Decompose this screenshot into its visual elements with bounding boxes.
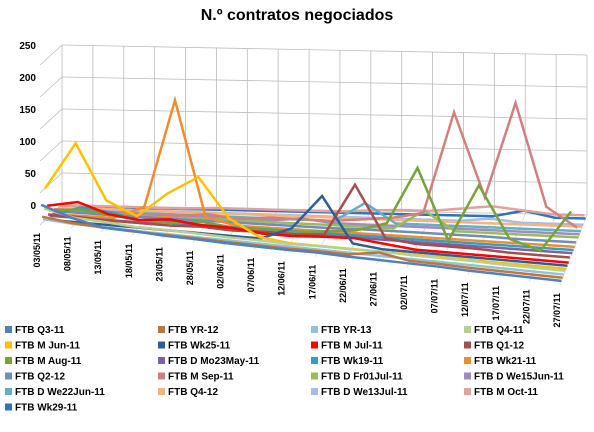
legend-swatch [158,357,165,364]
legend-swatch [464,357,471,364]
legend-label: FTB M Jun-11 [15,341,80,352]
x-tick-label: 23/05/11 [154,247,164,282]
legend-swatch [158,388,165,395]
grid-line [61,44,588,56]
legend-label: FTB M Aug-11 [15,356,82,367]
legend-label: FTB M Sep-11 [168,372,234,383]
legend-swatch [464,372,471,380]
series-line [52,210,577,244]
legend-label: FTB Q2-12 [15,372,65,383]
x-tick-label: 07/07/11 [430,279,440,314]
legend-swatch [5,326,12,333]
legend-swatch [311,388,318,395]
x-tick-label: 02/07/11 [399,275,409,310]
y-tick-label: 150 [19,105,36,116]
series-line [43,207,566,273]
legend-swatch [311,357,318,364]
series-line [40,203,562,283]
legend-label: FTB Q1-12 [474,341,524,352]
legend-label: FTB M Oct-11 [474,387,538,398]
legend-swatch [5,341,12,349]
legend-swatch [158,341,165,349]
y-tick-label: 100 [19,137,36,148]
legend-label: FTB Wk19-11 [321,356,384,367]
grid-line [39,44,63,66]
grid-line [61,172,588,184]
grid-line [61,108,588,120]
legend-label: FTB D Fr01Jul-11 [321,372,403,383]
chart-title: N.º contratos negociados [201,7,394,24]
legend-swatch [311,341,318,349]
x-tick-label: 07/06/11 [246,258,256,293]
legend-label: FTB D We15Jun-11 [474,372,564,383]
grid-line [61,76,588,88]
x-tick-label: 18/05/11 [124,244,134,279]
legend-label: FTB YR-13 [321,325,372,336]
x-tick-label: 03/05/11 [32,233,42,268]
x-tick-label: 17/06/11 [307,265,317,300]
x-tick-label: 22/07/11 [521,289,531,324]
legend-swatch [158,326,165,333]
legend-swatch [5,403,12,411]
legend-swatch [5,357,12,364]
grid-line [39,172,63,194]
legend-swatch [464,326,471,333]
legend-swatch [5,372,12,380]
legend-label: FTB Q3-11 [15,325,65,336]
legend-label: FTB Wk29-11 [15,403,78,414]
legend-swatch [464,341,471,349]
y-tick-label: 200 [19,73,36,84]
x-tick-label: 27/07/11 [552,293,562,328]
legend-swatch [311,326,318,333]
y-tick-label: 250 [19,41,36,52]
x-tick-label: 22/06/11 [338,268,348,303]
grid-line [39,76,63,98]
x-tick-label: 27/06/11 [368,272,378,307]
x-tick-label: 28/05/11 [185,251,195,286]
y-tick-label: 50 [25,169,37,180]
y-tick-label: 0 [30,201,36,212]
legend-label: FTB Q4-11 [474,325,524,336]
legend-label: FTB YR-12 [168,325,219,336]
x-tick-label: 08/05/11 [63,237,73,272]
grid-line [39,140,63,162]
series-line [46,200,569,264]
legend-label: FTB D Mo23May-11 [168,356,260,367]
series-line [47,182,570,259]
legend-label: FTB Q4-12 [168,387,218,398]
legend-label: FTB Wk21-11 [474,356,537,367]
legend-swatch [158,372,165,380]
legend-label: FTB Wk25-11 [168,341,231,352]
x-tick-label: 12/06/11 [277,261,287,296]
legend-swatch [5,388,12,395]
legend-label: FTB D We22Jun-11 [15,387,105,398]
x-tick-label: 02/06/11 [216,254,226,289]
legend-swatch [311,372,318,380]
x-tick-label: 17/07/11 [491,286,501,321]
grid-line [39,108,63,130]
x-tick-label: 12/07/11 [460,282,470,317]
series-line [54,209,579,239]
grid-line [61,140,588,152]
x-tick-label: 13/05/11 [93,240,103,275]
legend-swatch [464,388,471,395]
legend-label: FTB M Jul-11 [321,341,383,352]
legend-label: FTB D We13Jul-11 [321,387,408,398]
